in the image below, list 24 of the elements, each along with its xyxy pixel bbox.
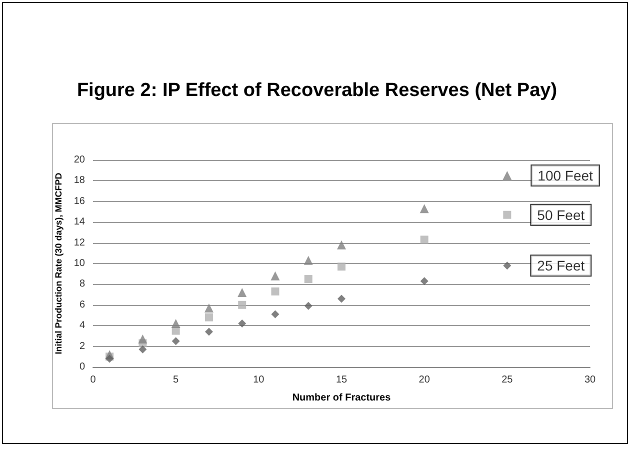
- x-tick-label: 20: [418, 374, 430, 386]
- y-tick-label: 12: [74, 237, 86, 248]
- y-tick-label: 14: [74, 216, 86, 228]
- x-tick-label: 15: [336, 374, 348, 386]
- y-tick-label: 0: [79, 362, 86, 372]
- y-tick-label: 4: [79, 320, 86, 332]
- series-label: 50 Feet: [537, 206, 585, 223]
- y-tick-label: 2: [79, 340, 86, 352]
- y-tick-label: 10: [74, 258, 86, 269]
- x-tick-label: 30: [584, 374, 596, 386]
- y-tick-label: 18: [74, 175, 86, 186]
- x-tick-label: 25: [502, 374, 514, 386]
- x-axis-title: Number of Fractures: [292, 392, 392, 404]
- series-label: 25 Feet: [537, 258, 585, 274]
- series-label: 100 Feet: [538, 168, 594, 184]
- y-tick-label: 8: [79, 278, 86, 290]
- y-tick-label: 6: [79, 299, 86, 310]
- y-axis-title: Initial Production Rate (30 days), MMCFPD: [53, 172, 64, 354]
- x-tick-label: 10: [253, 374, 265, 386]
- y-tick-label: 16: [74, 196, 86, 207]
- y-tick-label: 20: [74, 154, 86, 166]
- x-tick-label: 5: [173, 374, 180, 386]
- chart-title: Figure 2: IP Effect of Recoverable Reserves (Net Pay): [76, 80, 558, 102]
- x-tick-label: 0: [90, 374, 96, 386]
